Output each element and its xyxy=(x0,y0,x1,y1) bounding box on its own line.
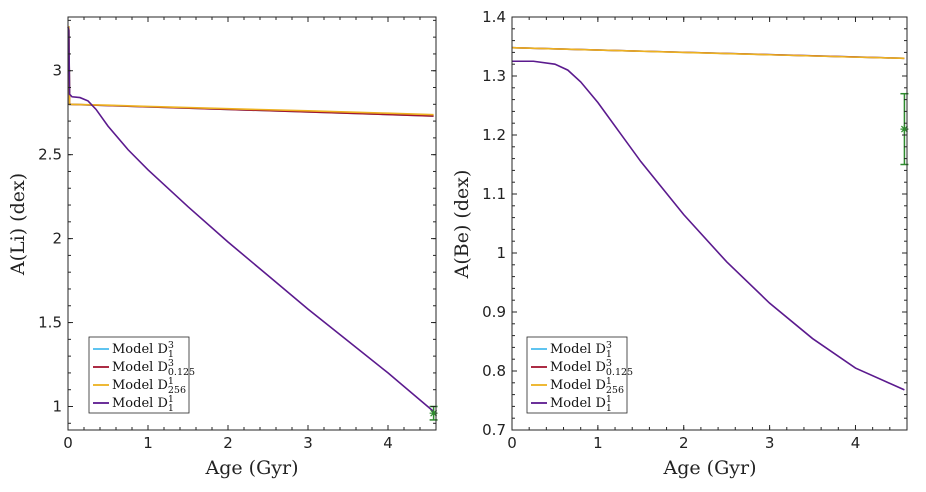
lithium-legend-label-D1_1: Model D1 1 xyxy=(112,394,174,414)
lithium-x-tick-label: 4 xyxy=(383,434,393,452)
beryllium-y-tick-label: 1.1 xyxy=(482,185,506,203)
beryllium-x-tick-label: 4 xyxy=(851,434,861,452)
lithium-y-tick-label: 2.5 xyxy=(38,146,62,164)
lithium-y-tick-label: 2 xyxy=(52,230,62,248)
beryllium-series-D256_1 xyxy=(511,46,905,60)
lithium-y-tick-label: 1.5 xyxy=(38,314,62,332)
beryllium-x-tick-label: 2 xyxy=(679,434,689,452)
lithium-y-axis-label: A(Li) (dex) xyxy=(7,173,29,276)
lithium-observation-point xyxy=(429,409,438,418)
lithium-y-tick-label: 1 xyxy=(52,397,62,415)
beryllium-series-D1_1 xyxy=(512,60,905,391)
lithium-panel: 0 1 2 3 4 1 1.5 2 2.5 3 Age (Gyr) A(Li) (dex) Mo… xyxy=(7,16,438,479)
beryllium-y-axis-label: A(Be) (dex) xyxy=(451,170,473,280)
lithium-x-tick-label: 3 xyxy=(303,434,313,452)
lithium-series-D1_1 xyxy=(67,26,435,413)
beryllium-x-axis-label: Age (Gyr) xyxy=(663,457,757,479)
beryllium-legend-label-D1_1: Model D1 1 xyxy=(550,394,612,414)
beryllium-x-tick-label: 0 xyxy=(507,434,517,452)
beryllium-y-tick-label: 1.2 xyxy=(482,126,506,144)
lithium-x-tick-label: 2 xyxy=(223,434,233,452)
beryllium-x-tick-label: 3 xyxy=(765,434,775,452)
beryllium-axes-frame xyxy=(511,16,908,431)
lithium-x-tick-label: 1 xyxy=(143,434,153,452)
lithium-legend-label-D256_1: Model D1 256 xyxy=(112,376,186,396)
beryllium-series-layer xyxy=(511,46,905,391)
beryllium-legend-label-D256_1: Model D1 256 xyxy=(550,376,624,396)
beryllium-legend-label-D0125_3: Model D3 0.125 xyxy=(550,358,633,378)
beryllium-x-ticks: 0 1 2 3 4 xyxy=(507,17,908,452)
beryllium-y-tick-label: 0.9 xyxy=(482,303,506,321)
beryllium-panel: 0 1 2 3 4 0.7 0.8 0.9 1 1.1 1.2 1.3 1.4 Age (Gyr) A… xyxy=(451,8,909,479)
beryllium-observation-point xyxy=(900,125,909,134)
lithium-x-axis-label: Age (Gyr) xyxy=(205,457,299,479)
lithium-y-tick-label: 3 xyxy=(52,62,62,80)
beryllium-y-tick-label: 1.4 xyxy=(482,8,506,26)
lithium-legend-label-D1_3: Model D3 1 xyxy=(112,340,174,360)
beryllium-y-tick-label: 1.3 xyxy=(482,67,506,85)
beryllium-y-tick-label: 0.7 xyxy=(482,421,506,439)
lithium-axes-frame xyxy=(67,16,437,431)
lithium-x-tick-label: 0 xyxy=(63,434,73,452)
beryllium-y-tick-label: 1 xyxy=(496,244,506,262)
beryllium-x-tick-label: 1 xyxy=(593,434,603,452)
lithium-y-ticks: 1 1.5 2 2.5 3 xyxy=(38,19,436,424)
beryllium-y-ticks: 0.7 0.8 0.9 1 1.1 1.2 1.3 1.4 xyxy=(482,8,907,439)
beryllium-legend-label-D1_3: Model D3 1 xyxy=(550,340,612,360)
lithium-legend-label-D0125_3: Model D3 0.125 xyxy=(112,358,195,378)
lithium-x-ticks: 0 1 2 3 4 xyxy=(63,17,437,452)
beryllium-y-tick-label: 0.8 xyxy=(482,362,506,380)
